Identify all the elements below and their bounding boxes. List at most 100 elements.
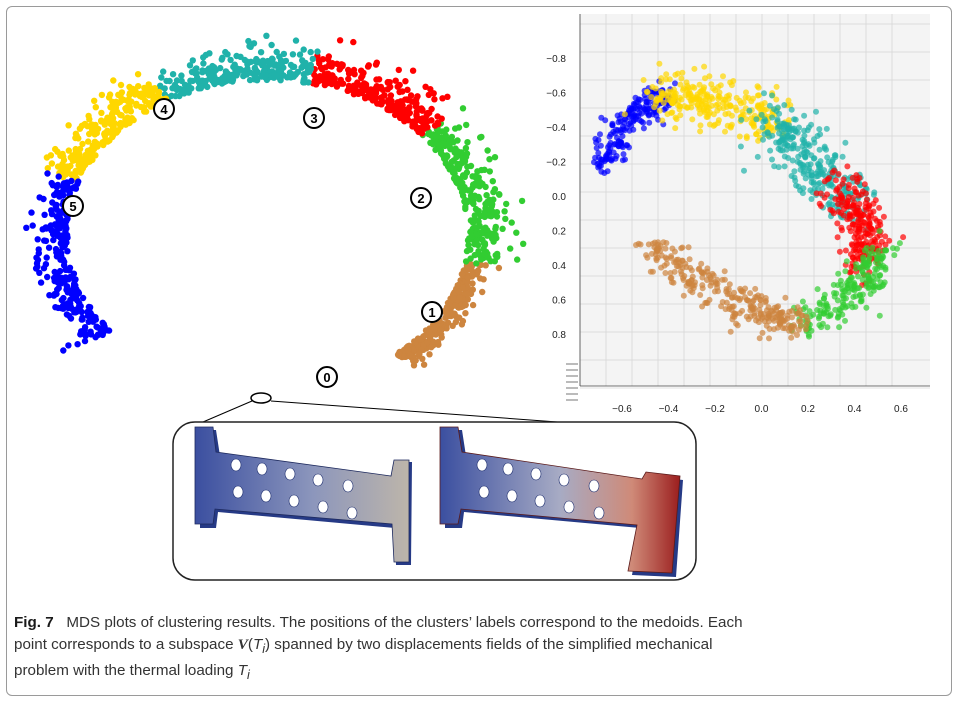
point-cluster-0 xyxy=(438,334,445,341)
point-cluster-5 xyxy=(618,143,625,149)
point-cluster-2 xyxy=(829,169,836,176)
point-cluster-2 xyxy=(371,87,379,95)
point-cluster-4 xyxy=(640,77,647,83)
point-cluster-0 xyxy=(721,276,728,283)
point-cluster-1 xyxy=(810,311,817,318)
point-cluster-3 xyxy=(280,50,288,58)
point-cluster-0 xyxy=(795,310,802,317)
x-tick-label: 0.4 xyxy=(848,404,862,415)
point-cluster-3 xyxy=(253,77,261,84)
point-cluster-2 xyxy=(428,105,435,113)
point-cluster-2 xyxy=(865,205,872,212)
point-cluster-4 xyxy=(659,117,666,124)
point-cluster-5 xyxy=(609,120,616,127)
point-cluster-2 xyxy=(350,68,357,76)
y-tick-label: −0.4 xyxy=(546,123,566,134)
point-cluster-3 xyxy=(224,51,231,58)
point-cluster-5 xyxy=(53,276,60,283)
point-cluster-3 xyxy=(810,180,817,187)
beam-hole xyxy=(342,479,354,493)
point-cluster-0 xyxy=(752,294,759,300)
point-cluster-2 xyxy=(817,190,824,197)
point-cluster-4 xyxy=(672,125,679,132)
beam-hole xyxy=(230,458,242,472)
point-cluster-2 xyxy=(425,91,432,99)
point-cluster-5 xyxy=(630,126,637,133)
point-cluster-4 xyxy=(678,75,685,82)
point-cluster-1 xyxy=(478,133,485,141)
point-cluster-0 xyxy=(723,286,730,292)
point-cluster-0 xyxy=(452,318,460,326)
point-cluster-0 xyxy=(462,310,469,317)
point-cluster-3 xyxy=(800,185,807,192)
point-cluster-1 xyxy=(820,302,827,309)
point-cluster-3 xyxy=(218,56,225,63)
point-cluster-1 xyxy=(454,148,462,155)
point-cluster-2 xyxy=(444,93,451,101)
caption-text-2a: point corresponds to a subspace xyxy=(14,635,238,653)
point-cluster-1 xyxy=(873,259,879,266)
point-cluster-4 xyxy=(89,156,96,163)
point-cluster-4 xyxy=(704,104,710,111)
point-cluster-4 xyxy=(98,118,105,125)
point-cluster-5 xyxy=(28,209,35,216)
point-cluster-5 xyxy=(59,188,66,195)
point-cluster-1 xyxy=(880,254,887,260)
point-cluster-4 xyxy=(48,160,56,167)
point-cluster-5 xyxy=(75,178,82,185)
point-cluster-0 xyxy=(395,351,402,358)
point-cluster-4 xyxy=(75,135,82,142)
point-cluster-2 xyxy=(388,97,395,105)
point-cluster-3 xyxy=(821,167,828,174)
point-cluster-4 xyxy=(677,112,684,119)
point-cluster-1 xyxy=(814,286,821,293)
point-cluster-5 xyxy=(44,273,51,281)
point-cluster-0 xyxy=(765,315,772,321)
point-cluster-1 xyxy=(491,154,499,161)
point-cluster-2 xyxy=(860,240,867,247)
point-cluster-4 xyxy=(115,91,122,99)
beam-deformation-2 xyxy=(439,426,683,577)
point-cluster-4 xyxy=(131,91,139,98)
point-cluster-2 xyxy=(853,189,860,195)
point-cluster-3 xyxy=(773,139,780,146)
point-cluster-3 xyxy=(771,163,778,170)
point-cluster-5 xyxy=(598,168,605,175)
point-cluster-2 xyxy=(321,81,329,89)
point-cluster-0 xyxy=(653,248,660,255)
point-cluster-0 xyxy=(649,268,656,275)
point-cluster-3 xyxy=(785,155,792,161)
point-cluster-2 xyxy=(422,122,429,129)
point-cluster-5 xyxy=(643,102,650,109)
medoid-label-4-text: 4 xyxy=(160,102,168,117)
point-cluster-4 xyxy=(155,91,162,98)
point-cluster-4 xyxy=(697,122,704,129)
caption-text-2b: ) spanned by two displacements fields of… xyxy=(265,635,713,653)
point-cluster-1 xyxy=(881,247,888,254)
point-cluster-2 xyxy=(835,171,842,177)
point-cluster-2 xyxy=(361,80,368,87)
caption-text-1: MDS plots of clustering results. The pos… xyxy=(66,614,743,631)
point-cluster-0 xyxy=(797,318,804,325)
point-cluster-4 xyxy=(65,147,73,154)
point-cluster-3 xyxy=(813,108,819,115)
point-cluster-0 xyxy=(420,361,428,368)
point-cluster-5 xyxy=(34,263,41,270)
point-cluster-2 xyxy=(834,234,841,241)
point-cluster-1 xyxy=(473,224,481,231)
point-cluster-1 xyxy=(840,288,847,294)
point-cluster-5 xyxy=(638,118,645,125)
point-cluster-5 xyxy=(62,222,69,229)
point-cluster-3 xyxy=(775,164,782,171)
point-cluster-2 xyxy=(362,94,369,101)
point-cluster-1 xyxy=(882,264,889,271)
point-cluster-1 xyxy=(473,260,480,267)
point-cluster-3 xyxy=(268,41,275,49)
point-cluster-4 xyxy=(733,107,740,114)
point-cluster-0 xyxy=(763,322,770,329)
point-cluster-4 xyxy=(104,127,111,134)
y-tick-label: 0.0 xyxy=(552,192,566,203)
point-cluster-4 xyxy=(666,76,673,83)
y-tick-labels: −0.8 −0.6 −0.4 −0.2 0.0 0.2 0.4 0.6 0.8 xyxy=(546,54,566,341)
point-cluster-5 xyxy=(85,318,92,325)
